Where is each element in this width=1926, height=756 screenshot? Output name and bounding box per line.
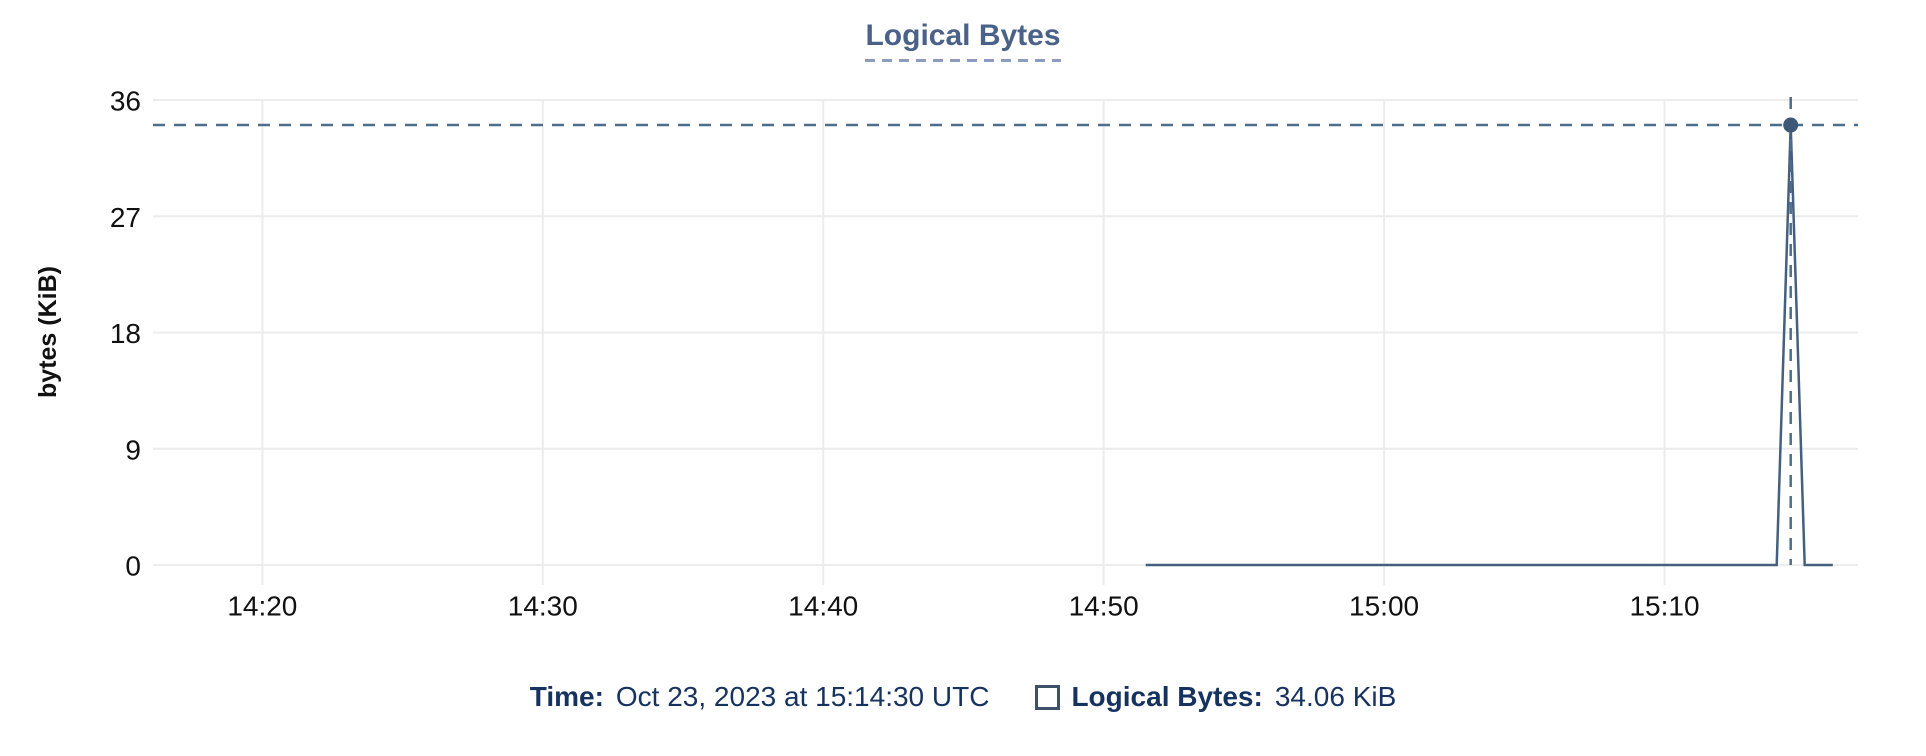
hover-legend: Time: Oct 23, 2023 at 15:14:30 UTC Logic… xyxy=(0,681,1926,713)
legend-time-label: Time: xyxy=(529,681,604,712)
y-tick-label: 36 xyxy=(110,86,141,117)
y-tick-label: 0 xyxy=(125,551,141,582)
x-tick-label: 15:00 xyxy=(1349,591,1419,622)
y-tick-label: 9 xyxy=(125,434,141,465)
chart-title-row: Logical Bytes xyxy=(0,18,1926,62)
chart-title-dashed-underline xyxy=(865,59,1061,62)
x-tick-label: 14:30 xyxy=(508,591,578,622)
series-swatch-icon xyxy=(1035,684,1061,710)
x-tick-label: 14:20 xyxy=(227,591,297,622)
legend-series-group[interactable]: Logical Bytes: 34.06 KiB xyxy=(1035,681,1396,713)
y-tick-label: 27 xyxy=(110,202,141,233)
hovered-point-marker xyxy=(1783,117,1799,133)
x-tick-label: 14:40 xyxy=(788,591,858,622)
y-tick-label: 18 xyxy=(110,318,141,349)
x-tick-label: 15:10 xyxy=(1629,591,1699,622)
chart-title-text: Logical Bytes xyxy=(865,19,1061,52)
x-tick-label: 14:50 xyxy=(1069,591,1139,622)
y-axis-label: bytes (KiB) xyxy=(34,266,62,398)
plot-hover-area[interactable] xyxy=(153,100,1858,565)
legend-time-group: Time: Oct 23, 2023 at 15:14:30 UTC xyxy=(530,681,990,713)
legend-series-label: Logical Bytes: xyxy=(1071,681,1263,712)
legend-time-value: Oct 23, 2023 at 15:14:30 UTC xyxy=(615,681,990,712)
chart-title[interactable]: Logical Bytes xyxy=(865,18,1061,62)
line-chart[interactable]: bytes (KiB) 0 9 18 27 36 14:20 14:30 14:40 14:50… xyxy=(0,0,1926,648)
legend-series-value: 34.06 KiB xyxy=(1274,681,1397,712)
